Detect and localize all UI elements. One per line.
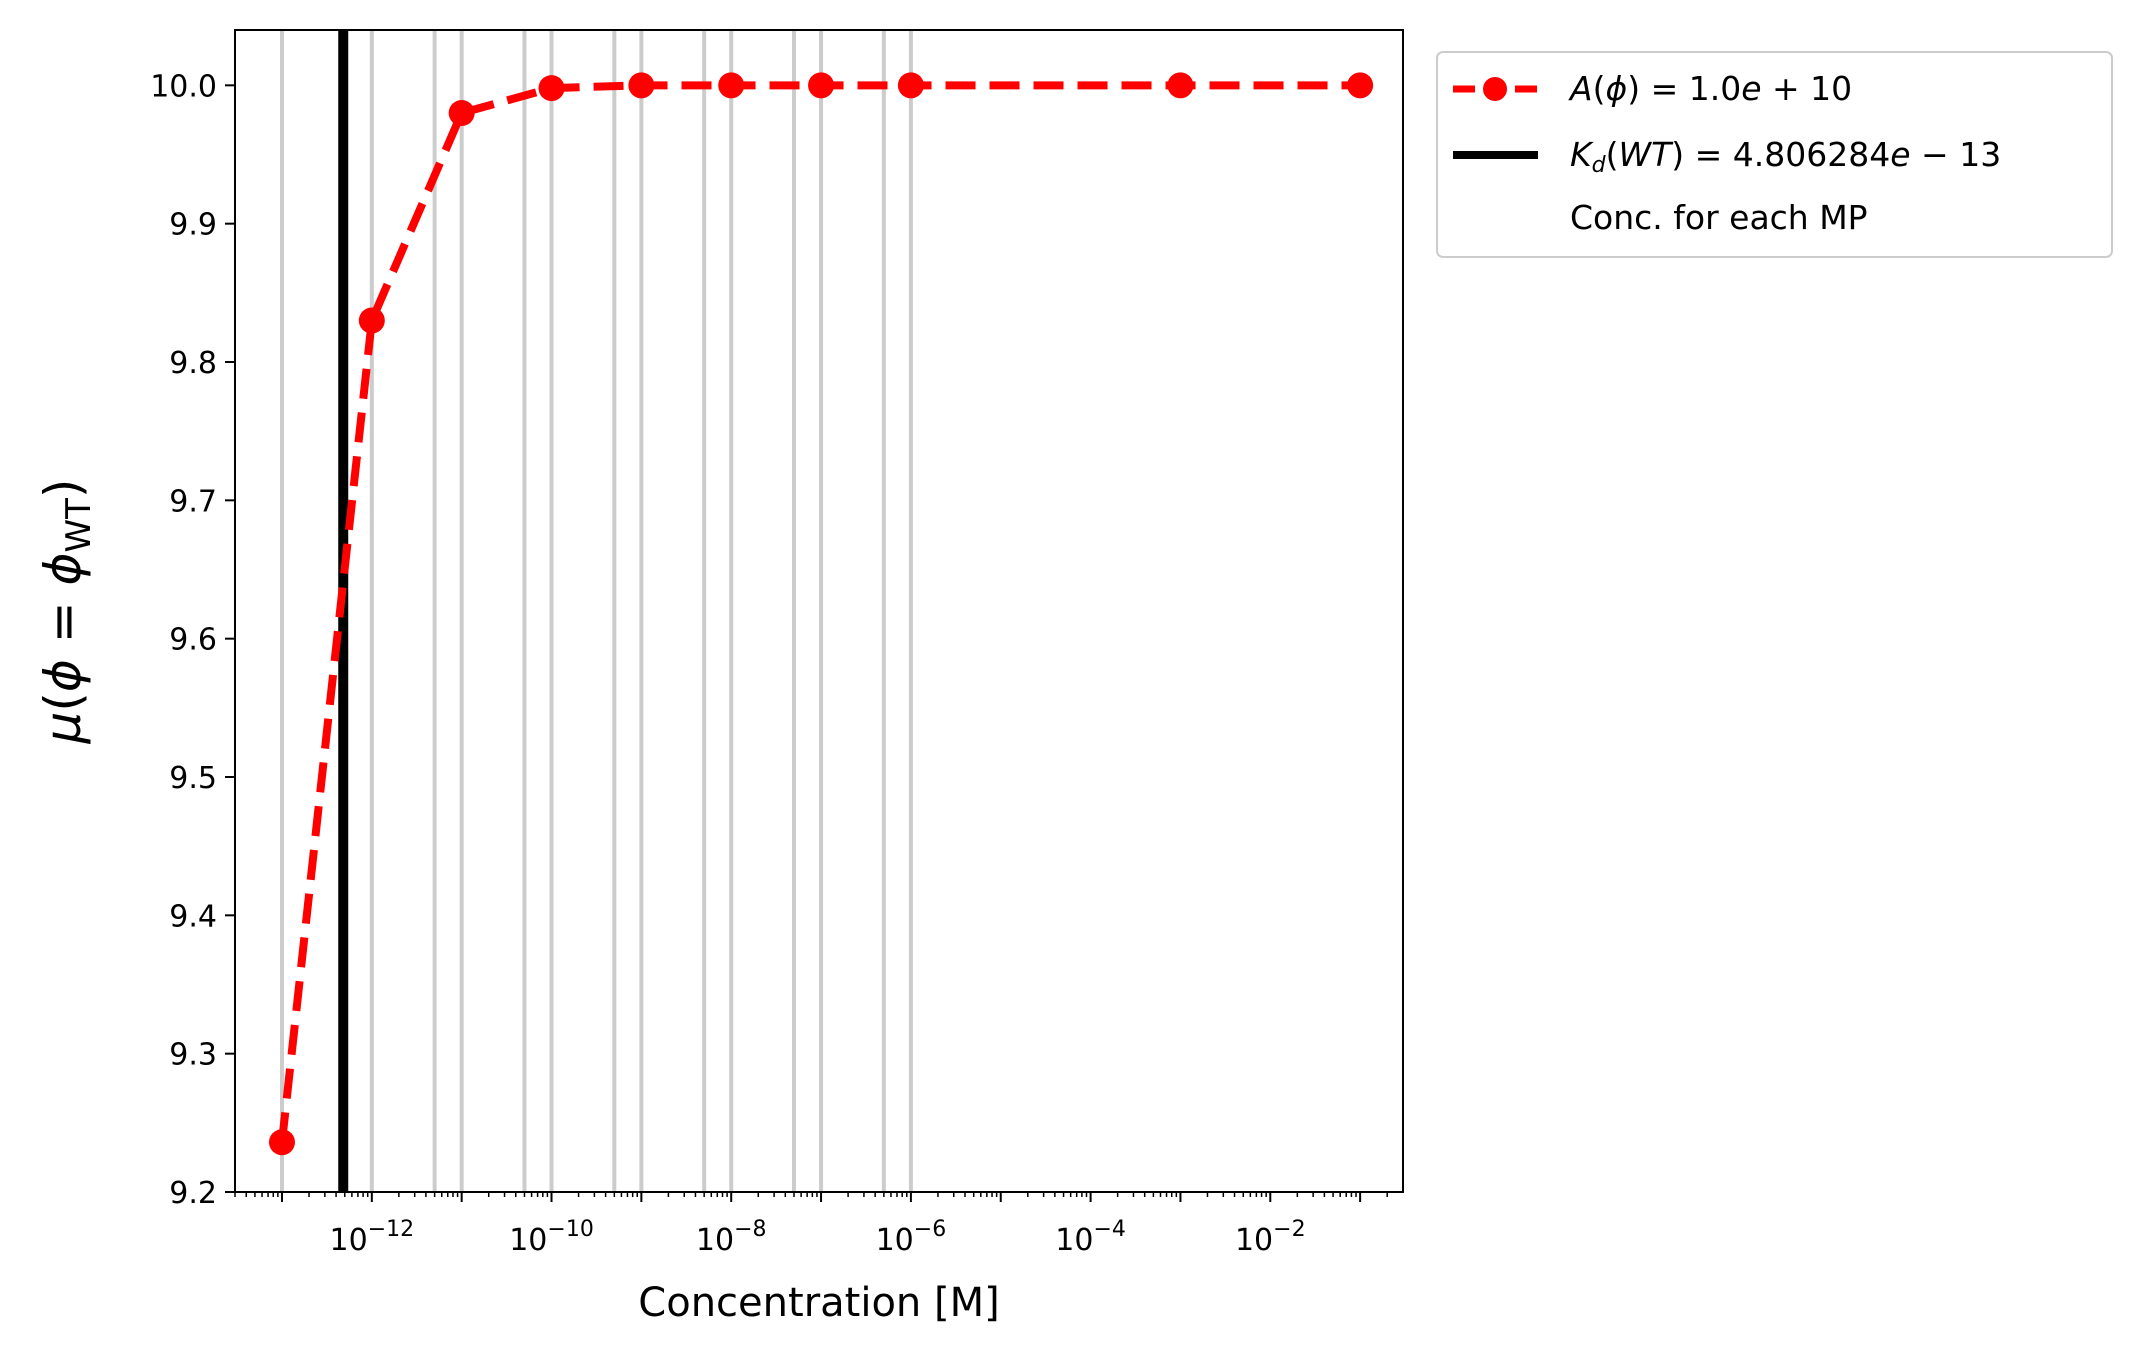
x-tick-label: 10−2 xyxy=(1235,1217,1306,1258)
svg-text:μ(ϕ = ϕWT): μ(ϕ = ϕWT) xyxy=(34,479,99,745)
plot-frame xyxy=(234,29,1404,1193)
y-tick-label: 9.5 xyxy=(169,761,217,796)
data-point xyxy=(1347,72,1374,99)
x-tick-label: 10−10 xyxy=(509,1217,594,1258)
mp-concentration-lines xyxy=(279,30,913,1192)
data-point xyxy=(628,72,655,99)
y-tick-label: 9.8 xyxy=(169,346,217,381)
x-tick-label: 10−12 xyxy=(330,1217,415,1258)
data-point xyxy=(1167,72,1194,99)
data-point xyxy=(268,1129,295,1156)
data-point xyxy=(808,72,835,99)
y-tick-label: 9.7 xyxy=(169,484,217,519)
y-tick-label: 9.6 xyxy=(169,623,217,658)
legend-kd-label: Kd(WT) = 4.806284e − 13 xyxy=(1570,135,2001,178)
legend-box xyxy=(1436,51,2113,258)
series-layer xyxy=(268,72,1374,1156)
legend: A(ϕ) = 1.0e + 10 Kd(WT) = 4.806284e − 13… xyxy=(1436,51,2113,258)
series-line xyxy=(278,81,1361,1143)
y-tick-label: 10.0 xyxy=(150,69,217,104)
y-axis-ticks: 9.2 9.3 9.4 9.5 9.6 9.7 9.8 9.9 10.0 xyxy=(150,69,235,1211)
data-point xyxy=(358,307,385,334)
legend-series-label: A(ϕ) = 1.0e + 10 xyxy=(1568,69,1852,108)
y-tick-label: 9.2 xyxy=(169,1176,217,1211)
x-tick-label: 10−6 xyxy=(876,1217,947,1258)
y-tick-label: 9.3 xyxy=(169,1038,217,1073)
y-tick-label: 9.4 xyxy=(169,899,217,934)
legend-series-marker-swatch xyxy=(1483,77,1507,101)
data-point xyxy=(448,100,475,126)
y-axis-label: μ(ϕ = ϕWT) xyxy=(34,479,99,745)
data-point xyxy=(538,75,565,102)
y-tick-label: 9.9 xyxy=(169,208,217,243)
legend-mp-label: Conc. for each MP xyxy=(1570,198,1868,237)
x-tick-label: 10−4 xyxy=(1055,1217,1126,1258)
x-axis-label: Concentration [M] xyxy=(638,1280,999,1326)
data-point xyxy=(897,72,924,99)
x-tick-label: 10−8 xyxy=(696,1217,767,1258)
data-point xyxy=(718,72,745,99)
x-axis-ticks: 10−12 10−10 10−8 10−6 10−4 10−2 xyxy=(234,1192,1388,1258)
